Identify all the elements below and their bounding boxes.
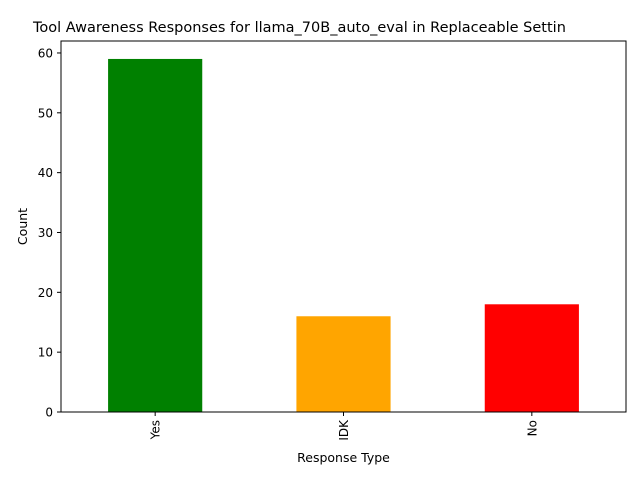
y-tick-label: 20: [38, 286, 53, 300]
x-axis: Yes IDK No: [149, 412, 539, 441]
plot-area: [108, 58, 579, 413]
y-tick-label: 10: [38, 346, 53, 360]
plot-frame: [60, 40, 627, 413]
bar-no: [484, 304, 579, 412]
y-axis-label: Count: [15, 208, 30, 245]
bar-yes: [108, 58, 203, 413]
y-tick-label: 0: [45, 406, 53, 420]
chart-title: Tool Awareness Responses for llama_70B_a…: [32, 20, 566, 36]
y-tick-label: 60: [38, 46, 53, 60]
x-tick-label: Yes: [149, 420, 163, 440]
y-tick-label: 30: [38, 226, 53, 240]
y-tick-label: 50: [38, 106, 53, 120]
x-axis-label: Response Type: [297, 450, 390, 465]
x-tick-label: No: [525, 420, 539, 436]
y-tick-label: 40: [38, 166, 53, 180]
bar-idk: [296, 316, 391, 412]
x-tick-label: IDK: [337, 419, 351, 441]
y-axis: 0 10 20 30 40 50 60: [38, 46, 61, 420]
